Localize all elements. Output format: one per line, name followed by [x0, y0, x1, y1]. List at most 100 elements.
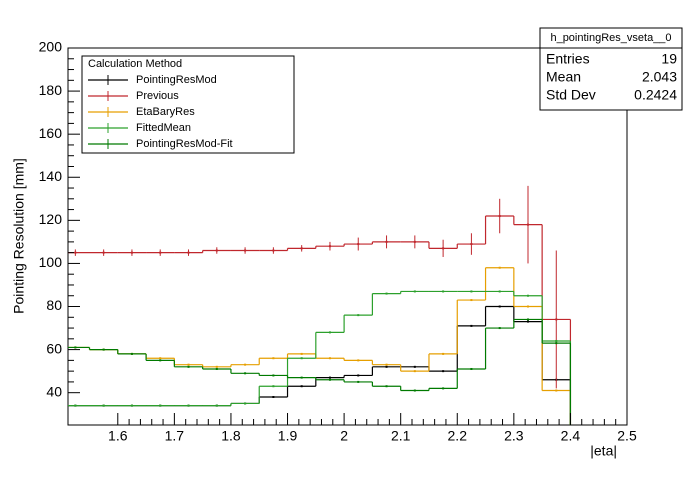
x-tick-label: 1.7	[165, 428, 185, 444]
bin-marker	[272, 385, 275, 388]
x-tick-label: 1.6	[108, 428, 128, 444]
stats-key: Mean	[546, 69, 581, 85]
bin-marker	[328, 376, 331, 379]
bin-marker	[74, 346, 77, 349]
bin-marker	[130, 251, 133, 254]
legend-label: EtaBaryRes	[136, 106, 195, 118]
bin-marker	[385, 385, 388, 388]
bin-marker	[413, 290, 416, 293]
bin-marker	[130, 404, 133, 407]
bin-marker	[357, 374, 360, 377]
x-tick-label: 1.9	[278, 428, 298, 444]
bin-marker	[244, 402, 247, 405]
bin-marker	[328, 378, 331, 381]
bin-marker	[102, 404, 105, 407]
y-tick-label: 180	[39, 82, 63, 98]
bin-marker	[159, 359, 162, 362]
y-tick-label: 80	[46, 297, 62, 313]
legend-label: PointingResMod-Fit	[136, 138, 233, 150]
bin-marker	[498, 266, 501, 269]
bin-marker	[187, 404, 190, 407]
bin-marker	[555, 389, 558, 392]
bin-marker	[555, 339, 558, 342]
y-tick-label: 160	[39, 125, 63, 141]
stats-value: 2.043	[642, 69, 677, 85]
bin-marker	[385, 365, 388, 368]
bin-marker	[413, 365, 416, 368]
stats-box	[539, 27, 683, 111]
bin-marker	[385, 292, 388, 295]
bin-marker	[159, 251, 162, 254]
bin-marker	[498, 290, 501, 293]
bin-marker	[215, 249, 218, 252]
bin-marker	[272, 357, 275, 360]
bin-marker	[470, 367, 473, 370]
plot-frame	[67, 47, 628, 426]
bin-marker	[215, 367, 218, 370]
bin-marker	[555, 342, 558, 345]
bin-marker	[244, 249, 247, 252]
bin-marker	[187, 363, 190, 366]
bin-marker	[442, 352, 445, 355]
plot-marks	[68, 185, 572, 425]
y-tick-label: 40	[46, 383, 62, 399]
bin-marker	[413, 240, 416, 243]
y-tick-label: 140	[39, 168, 63, 184]
legend-label: Previous	[136, 90, 179, 102]
bin-marker	[244, 363, 247, 366]
bin-marker	[300, 357, 303, 360]
x-axis-label: |eta|	[590, 443, 617, 459]
bin-marker	[300, 247, 303, 250]
bin-marker	[300, 385, 303, 388]
legend-label: FittedMean	[136, 122, 191, 134]
bin-marker	[102, 251, 105, 254]
bin-marker	[328, 331, 331, 334]
legend-box	[81, 55, 295, 154]
bin-marker	[442, 370, 445, 373]
bin-marker	[470, 324, 473, 327]
y-tick-label: 200	[39, 39, 63, 55]
bin-marker	[102, 348, 105, 351]
x-tick-label: 1.8	[221, 428, 241, 444]
stats-value: 0.2424	[634, 87, 677, 103]
bin-marker	[272, 374, 275, 377]
x-tick-label: 2.1	[391, 428, 411, 444]
x-tick-label: 2.4	[561, 428, 581, 444]
legend-label: PointingResMod	[136, 74, 217, 86]
stats-title: h_pointingRes_vseta__0	[550, 32, 671, 44]
bin-marker	[357, 380, 360, 383]
bin-marker	[74, 404, 77, 407]
stats-key: Entries	[546, 51, 590, 67]
y-tick-label: 100	[39, 254, 63, 270]
bin-marker	[526, 320, 529, 323]
bin-marker	[526, 305, 529, 308]
bin-marker	[300, 352, 303, 355]
bin-marker	[498, 215, 501, 218]
bin-marker	[215, 365, 218, 368]
bin-marker	[244, 372, 247, 375]
bin-marker	[442, 247, 445, 250]
x-tick-label: 2.3	[504, 428, 524, 444]
y-tick-label: 120	[39, 211, 63, 227]
bin-marker	[470, 290, 473, 293]
bin-marker	[413, 370, 416, 373]
bin-marker	[187, 365, 190, 368]
bin-marker	[526, 318, 529, 321]
stats-key: Std Dev	[546, 87, 596, 103]
bin-marker	[215, 404, 218, 407]
bin-marker	[413, 389, 416, 392]
y-tick-label: 60	[46, 340, 62, 356]
bin-marker	[159, 404, 162, 407]
bin-marker	[328, 245, 331, 248]
stats-value: 19	[661, 51, 677, 67]
bin-marker	[442, 387, 445, 390]
bin-marker	[272, 395, 275, 398]
bin-marker	[272, 249, 275, 252]
bin-marker	[357, 359, 360, 362]
bin-marker	[130, 352, 133, 355]
bin-marker	[526, 294, 529, 297]
bin-marker	[526, 223, 529, 226]
bin-marker	[498, 327, 501, 330]
bin-marker	[187, 251, 190, 254]
bin-marker	[498, 305, 501, 308]
